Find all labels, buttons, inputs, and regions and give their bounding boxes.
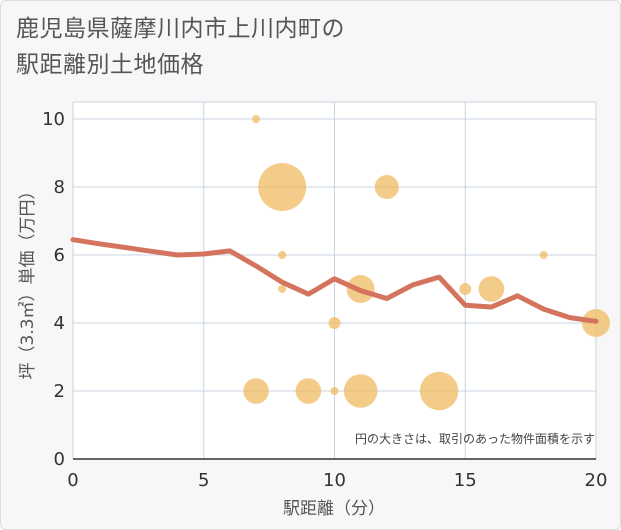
data-bubble (252, 115, 261, 123)
x-tick-labels: 0 5 10 15 20 (67, 470, 607, 491)
chart-title-line1: 鹿児島県薩摩川内市上川内町の (16, 16, 345, 42)
bubble-size-note: 円の大きさは、取引のあった物件面積を示す (355, 431, 595, 446)
data-bubble (539, 251, 548, 259)
data-bubble (328, 317, 341, 329)
grid-lines (72, 101, 597, 459)
chart-title-line2: 駅距離別土地価格 (16, 52, 204, 78)
data-bubble (278, 285, 287, 293)
x-tick-label: 0 (67, 470, 78, 491)
data-bubble (330, 387, 339, 395)
trend-line (70, 237, 599, 324)
x-tick-label: 10 (323, 470, 346, 491)
bubble-layer (243, 115, 610, 411)
data-bubble (459, 283, 472, 295)
x-axis-label: 駅距離（分） (283, 499, 385, 519)
y-axis-label: 坪（3.3㎡）単価（万円） (18, 182, 38, 379)
data-bubble (258, 163, 307, 211)
chart-title: 鹿児島県薩摩川内市上川内町の 駅距離別土地価格 (16, 11, 345, 83)
y-tick-label: 2 (54, 381, 65, 402)
y-tick-label: 0 (54, 449, 65, 470)
data-bubble (374, 175, 399, 199)
x-tick-label: 15 (454, 470, 477, 491)
data-bubble (343, 374, 378, 408)
x-tick-label: 20 (585, 470, 608, 491)
data-bubble (419, 371, 459, 411)
y-tick-label: 6 (54, 245, 65, 266)
y-tick-label: 4 (54, 313, 65, 334)
y-tick-label: 8 (54, 177, 65, 198)
y-tick-label: 10 (42, 109, 65, 130)
y-tick-labels: 0 2 4 6 8 10 (42, 109, 65, 470)
data-bubble (278, 251, 287, 259)
data-bubble (243, 378, 269, 404)
x-tick-label: 5 (198, 470, 209, 491)
data-bubble (478, 276, 505, 302)
data-bubble (295, 378, 322, 404)
